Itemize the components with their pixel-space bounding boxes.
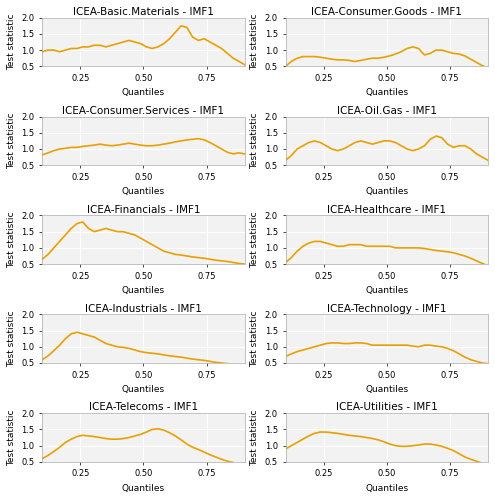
X-axis label: Quantiles: Quantiles — [365, 286, 408, 296]
X-axis label: Quantiles: Quantiles — [122, 188, 165, 196]
Title: ICEA-Telecoms - IMF1: ICEA-Telecoms - IMF1 — [89, 402, 198, 412]
X-axis label: Quantiles: Quantiles — [365, 88, 408, 98]
Title: ICEA-Utilities - IMF1: ICEA-Utilities - IMF1 — [336, 402, 438, 412]
Y-axis label: Test statistic: Test statistic — [7, 112, 16, 169]
Y-axis label: Test statistic: Test statistic — [250, 212, 259, 268]
X-axis label: Quantiles: Quantiles — [365, 188, 408, 196]
Title: ICEA-Industrials - IMF1: ICEA-Industrials - IMF1 — [85, 304, 202, 314]
Title: ICEA-Basic.Materials - IMF1: ICEA-Basic.Materials - IMF1 — [73, 7, 214, 17]
Y-axis label: Test statistic: Test statistic — [7, 14, 16, 70]
Title: ICEA-Consumer.Services - IMF1: ICEA-Consumer.Services - IMF1 — [62, 106, 225, 116]
Y-axis label: Test statistic: Test statistic — [250, 410, 259, 466]
Y-axis label: Test statistic: Test statistic — [7, 212, 16, 268]
X-axis label: Quantiles: Quantiles — [122, 484, 165, 493]
Title: ICEA-Technology - IMF1: ICEA-Technology - IMF1 — [327, 304, 446, 314]
X-axis label: Quantiles: Quantiles — [122, 385, 165, 394]
X-axis label: Quantiles: Quantiles — [122, 286, 165, 296]
Y-axis label: Test statistic: Test statistic — [250, 14, 259, 70]
Y-axis label: Test statistic: Test statistic — [250, 310, 259, 367]
Title: ICEA-Financials - IMF1: ICEA-Financials - IMF1 — [87, 204, 200, 214]
Title: ICEA-Consumer.Goods - IMF1: ICEA-Consumer.Goods - IMF1 — [311, 7, 462, 17]
Y-axis label: Test statistic: Test statistic — [7, 410, 16, 466]
Y-axis label: Test statistic: Test statistic — [250, 112, 259, 169]
X-axis label: Quantiles: Quantiles — [365, 385, 408, 394]
X-axis label: Quantiles: Quantiles — [122, 88, 165, 98]
X-axis label: Quantiles: Quantiles — [365, 484, 408, 493]
Title: ICEA-Oil.Gas - IMF1: ICEA-Oil.Gas - IMF1 — [337, 106, 437, 116]
Y-axis label: Test statistic: Test statistic — [7, 310, 16, 367]
Title: ICEA-Healthcare - IMF1: ICEA-Healthcare - IMF1 — [327, 204, 446, 214]
